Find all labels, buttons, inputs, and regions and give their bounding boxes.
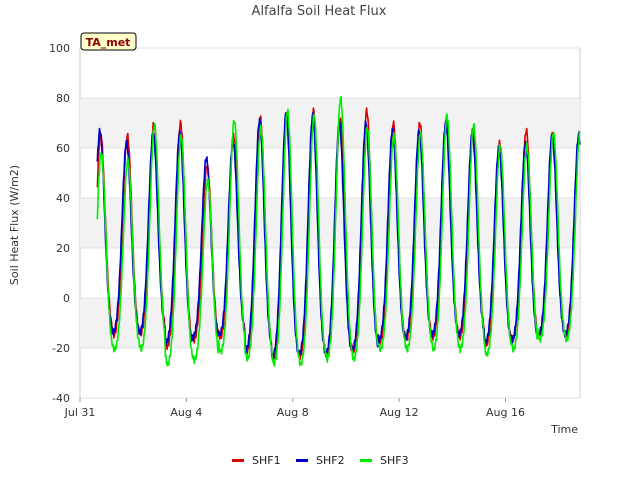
y-tick-label: 80 [56, 92, 70, 105]
x-axis-label: Time [550, 423, 578, 436]
x-axis-ticks: Jul 31 Aug 4 Aug 8 Aug 12 Aug 16 [64, 398, 525, 419]
badge-label: TA_met [86, 36, 131, 49]
legend: SHF1 SHF2 SHF3 [232, 454, 409, 467]
legend-label-shf3: SHF3 [380, 454, 409, 467]
y-tick-label: 60 [56, 142, 70, 155]
x-tick-label: Aug 4 [170, 406, 202, 419]
x-tick-label: Aug 12 [380, 406, 419, 419]
y-tick-label: -40 [52, 392, 70, 405]
x-tick-label: Aug 16 [486, 406, 525, 419]
legend-label-shf1: SHF1 [252, 454, 281, 467]
badge-box [80, 32, 137, 51]
y-tick-label: 40 [56, 192, 70, 205]
ta-met-badge: TA_met [80, 32, 137, 51]
y-axis-ticks: -40 -20 0 20 40 60 80 100 [49, 42, 70, 405]
x-tick-label: Jul 31 [64, 406, 96, 419]
legend-swatch-shf2 [296, 459, 308, 462]
legend-label-shf2: SHF2 [316, 454, 345, 467]
plot-area [79, 47, 581, 399]
legend-swatch-shf1 [232, 459, 244, 462]
legend-swatch-shf3 [360, 459, 372, 462]
series-line-shf3 [96, 95, 581, 367]
y-axis-label: Soil Heat Flux (W/m2) [8, 165, 21, 285]
chart-title: Alfalfa Soil Heat Flux [252, 4, 387, 19]
y-tick-label: 100 [49, 42, 70, 55]
y-tick-label: -20 [52, 342, 70, 355]
x-tick-label: Aug 8 [277, 406, 309, 419]
y-tick-label: 0 [63, 292, 70, 305]
grid-band [80, 98, 580, 148]
series-layer [96, 95, 581, 367]
y-tick-label: 20 [56, 242, 70, 255]
